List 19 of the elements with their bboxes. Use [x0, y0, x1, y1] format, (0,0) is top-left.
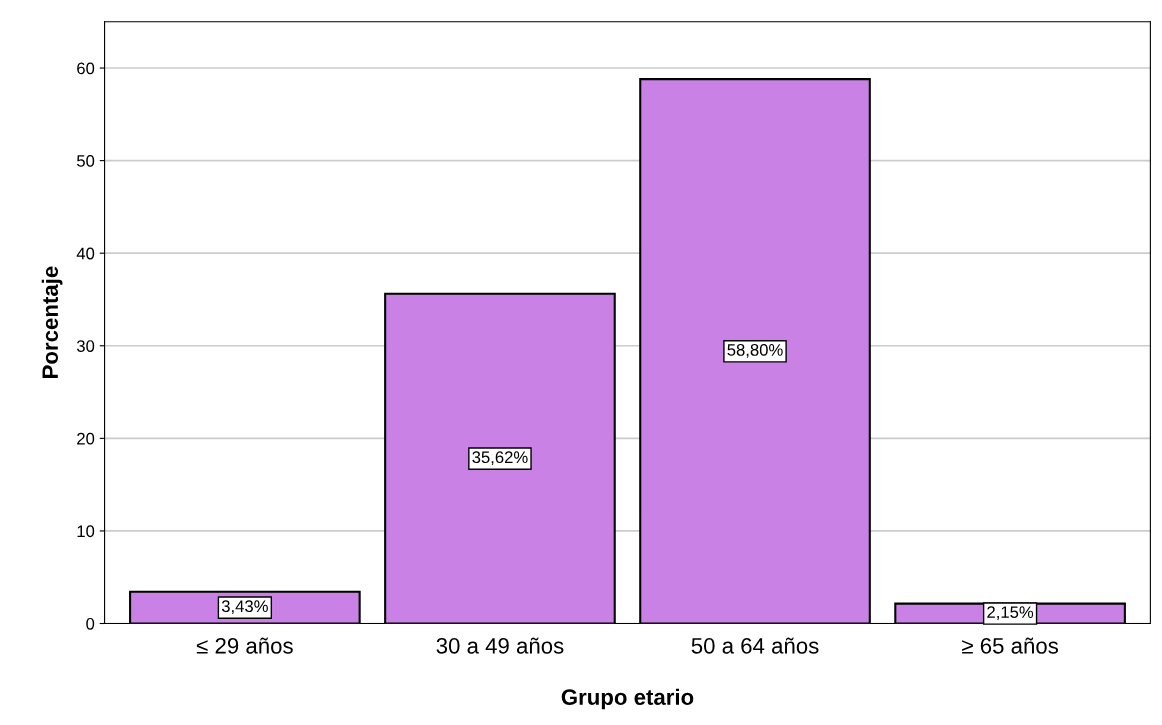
y-tick-label: 10 [77, 525, 95, 538]
data-label: 58,80% [727, 344, 783, 358]
data-label: 2,15% [987, 606, 1034, 620]
bar [639, 78, 871, 624]
x-tick-label: 50 a 64 años [691, 637, 819, 654]
y-tick-label: 20 [77, 432, 95, 445]
data-label: 3,43% [221, 600, 268, 615]
data-label: 35,62% [472, 451, 528, 466]
bar [384, 292, 616, 624]
y-tick-label: 40 [76, 247, 95, 260]
y-tick-label: 30 [76, 340, 95, 352]
y-tick-label: 0 [86, 617, 95, 630]
y-tick-label: 60 [77, 62, 95, 75]
x-axis-title: Grupo etario [561, 688, 694, 710]
x-tick-label: ≤ 29 años [196, 637, 293, 654]
x-tick-label: ≥ 65 años [962, 637, 1059, 654]
y-tick-label: 50 [76, 155, 95, 167]
y-axis-title: Porcentaje [41, 266, 63, 378]
x-tick-label: 30 a 49 años [436, 637, 564, 654]
